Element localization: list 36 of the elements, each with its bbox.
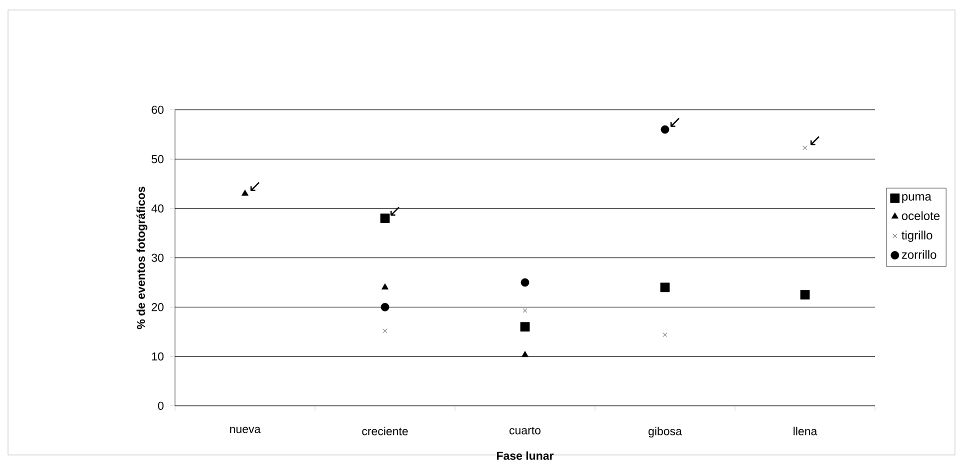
point xyxy=(802,146,808,150)
point xyxy=(660,125,670,134)
y-tick-label: 30 xyxy=(152,254,164,262)
annotation: ↙ xyxy=(810,136,820,146)
point xyxy=(382,283,388,290)
annotation: ↙ xyxy=(390,206,400,216)
annotation: ↙ xyxy=(250,182,260,192)
point xyxy=(382,328,388,333)
point xyxy=(242,190,248,196)
y-tick-label: 50 xyxy=(152,155,164,164)
legend-label: tigrillo xyxy=(902,230,932,242)
x-axis-title: Fase lunar xyxy=(497,451,554,460)
x-tick-label: gibosa xyxy=(648,426,682,438)
legend-label: ocelote xyxy=(902,211,940,220)
point xyxy=(520,322,530,332)
y-axis-title: % de eventos fotográficos xyxy=(136,186,148,330)
point xyxy=(800,290,810,300)
legend-label: puma xyxy=(902,194,932,204)
point xyxy=(522,308,528,313)
x-tick-label: cuarto xyxy=(510,426,540,434)
y-tick-label: 60 xyxy=(152,106,164,114)
x-tick-label: creciente xyxy=(362,426,408,436)
legend-label: zorrillo xyxy=(902,250,936,259)
annotation: ↙ xyxy=(670,118,680,127)
y-tick-label: 20 xyxy=(152,303,164,312)
point xyxy=(662,332,668,337)
point xyxy=(660,282,670,292)
y-tick-label: 0 xyxy=(158,402,164,410)
y-tick-label: 10 xyxy=(152,352,164,361)
y-tick-label: 40 xyxy=(151,204,164,213)
x-tick-label: nueva xyxy=(230,426,261,434)
point xyxy=(380,302,390,312)
point xyxy=(522,350,528,358)
point xyxy=(520,278,530,287)
point xyxy=(380,214,390,224)
x-tick-label: llena xyxy=(794,426,818,436)
